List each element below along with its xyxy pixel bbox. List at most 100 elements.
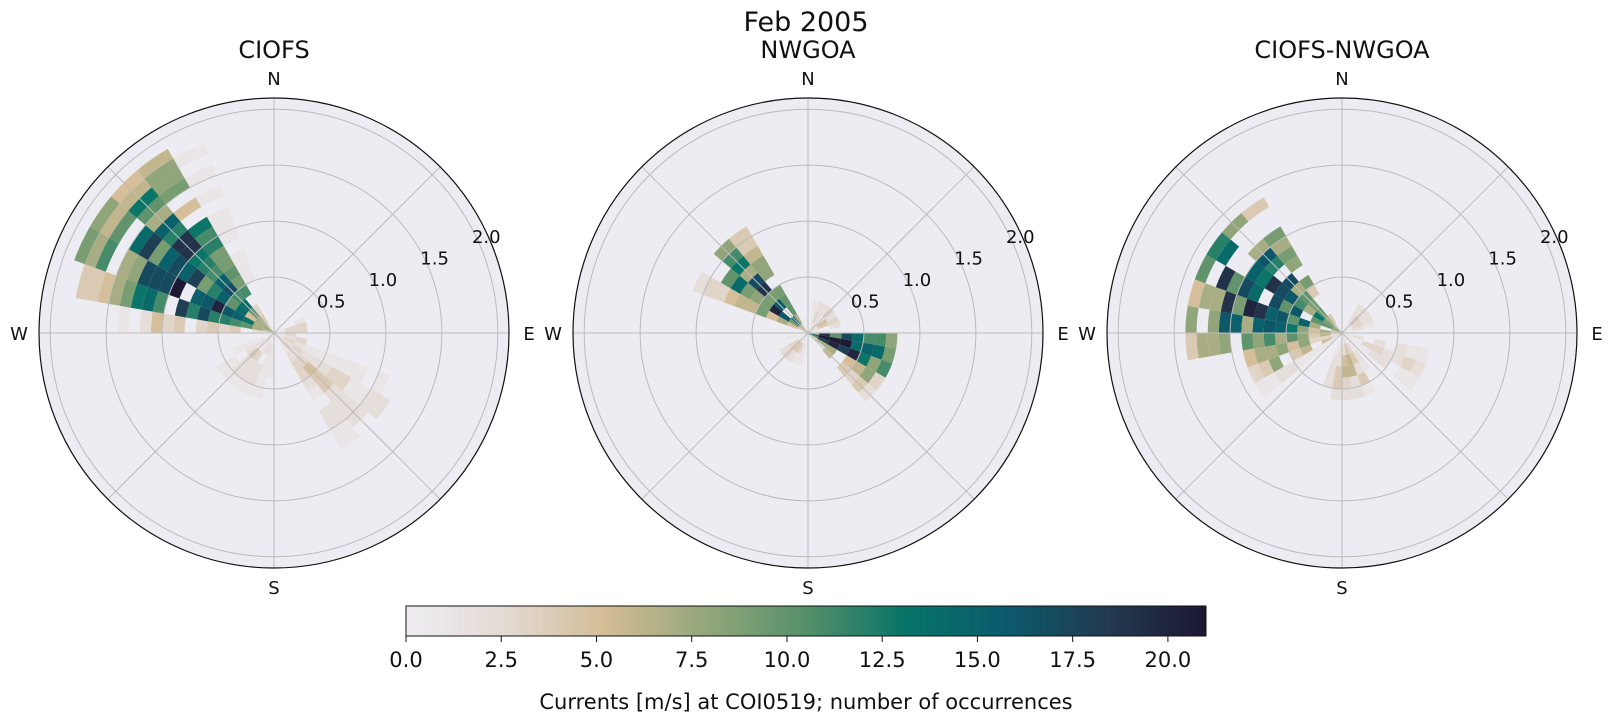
- histogram-cell: [839, 338, 853, 349]
- histogram-cell: [89, 196, 120, 233]
- histogram-cell: [1393, 366, 1410, 384]
- histogram-cell: [270, 344, 274, 356]
- histogram-cell: [1185, 305, 1199, 333]
- histogram-cell: [1342, 333, 1352, 341]
- histogram-cell: [811, 299, 820, 312]
- histogram-cell: [842, 355, 857, 369]
- histogram-cell: [240, 321, 253, 330]
- histogram-cell: [1342, 344, 1346, 356]
- histogram-cell: [252, 336, 265, 345]
- histogram-cell: [1415, 346, 1431, 364]
- histogram-cell: [230, 375, 247, 392]
- angular-gridline: [1341, 166, 1509, 334]
- histogram-cell: [209, 245, 230, 265]
- polar-axes-frame: [38, 97, 510, 569]
- colorbar-gradient: [405, 605, 1207, 637]
- histogram-cell: [177, 261, 197, 283]
- histogram-cell: [1274, 321, 1287, 333]
- histogram-cell: [1268, 355, 1284, 373]
- histogram-cell: [1342, 323, 1350, 333]
- histogram-cell: [1347, 341, 1357, 353]
- histogram-cell: [342, 377, 362, 398]
- histogram-cell: [216, 255, 235, 273]
- histogram-cell: [744, 299, 760, 314]
- histogram-cell: [75, 264, 96, 300]
- histogram-cell: [759, 297, 774, 311]
- histogram-cell: [266, 343, 273, 356]
- histogram-cell: [850, 340, 864, 353]
- histogram-cell: [195, 319, 208, 333]
- histogram-cell: [819, 333, 831, 337]
- histogram-cell: [1293, 297, 1308, 311]
- histogram-cell: [268, 355, 274, 367]
- histogram-cell: [778, 311, 791, 322]
- histogram-cell: [1342, 333, 1348, 344]
- histogram-cell: [194, 226, 219, 248]
- histogram-cell: [1274, 333, 1287, 345]
- histogram-cell: [776, 316, 789, 326]
- histogram-cell: [808, 333, 819, 339]
- histogram-cell: [1254, 268, 1274, 289]
- compass-label-n: N: [801, 69, 814, 90]
- histogram-cell: [158, 271, 178, 295]
- compass-label-w: W: [1078, 324, 1096, 345]
- histogram-cell: [1308, 321, 1321, 330]
- histogram-cell: [827, 316, 840, 326]
- histogram-cell: [786, 350, 797, 363]
- histogram-cell: [1349, 352, 1359, 365]
- histogram-cell: [245, 358, 258, 372]
- histogram-cell: [1297, 325, 1309, 333]
- histogram-cell: [206, 206, 232, 227]
- histogram-cell: [1264, 306, 1279, 322]
- polar-axes-frame: [1106, 97, 1578, 569]
- radial-tick-label: 0.5: [317, 291, 346, 312]
- histogram-cell: [184, 164, 217, 188]
- histogram-cell: [296, 327, 308, 333]
- histogram-cell: [139, 309, 153, 333]
- histogram-cell: [285, 333, 297, 337]
- histogram-cell: [1253, 302, 1269, 320]
- histogram-cell: [1342, 329, 1354, 333]
- histogram-cell: [1322, 318, 1334, 328]
- colorbar-ticks: 0.0 2.5 5.0 7.5 10.0 12.5 15.0 17.5 20.0: [389, 636, 1191, 672]
- histogram-cell: [263, 327, 274, 333]
- histogram-cell: [147, 265, 168, 291]
- histogram-cell: [244, 344, 257, 355]
- histogram-cell: [262, 342, 271, 355]
- histogram-cell: [173, 315, 186, 333]
- histogram-cell: [830, 333, 842, 339]
- histogram-cell: [1297, 317, 1311, 328]
- histogram-cell: [1303, 304, 1317, 317]
- histogram-cell: [1343, 343, 1350, 356]
- angular-gridline: [107, 166, 275, 334]
- histogram-cell: [1268, 293, 1284, 311]
- histogram-cell: [74, 226, 100, 265]
- histogram-cell: [185, 302, 201, 320]
- histogram-cell: [1334, 366, 1342, 378]
- colorbar-tick-label: 15.0: [954, 648, 1001, 672]
- rose-panel-0: 0.5 1.0 1.5 2.0 N E S W CIOFS: [10, 36, 535, 599]
- panel-title: CIOFS: [238, 36, 309, 64]
- histogram-cell: [167, 253, 189, 278]
- histogram-cell: [240, 381, 255, 397]
- panel-title: NWGOA: [760, 36, 856, 64]
- histogram-cell: [1394, 342, 1409, 356]
- histogram-cell: [329, 418, 354, 440]
- histogram-cell: [1289, 348, 1304, 361]
- histogram-cell: [1286, 340, 1300, 353]
- histogram-cell: [341, 359, 359, 378]
- histogram-cell: [779, 294, 792, 308]
- rose-panel-2: 0.5 1.0 1.5 2.0 N E S W CIOFS-NWGOA: [1078, 36, 1603, 599]
- histogram-cell: [262, 354, 271, 367]
- histogram-cell: [1209, 287, 1227, 312]
- histogram-cell: [1371, 344, 1385, 356]
- histogram-cell: [808, 325, 818, 333]
- histogram-cell: [268, 333, 274, 344]
- histogram-cell: [1293, 355, 1308, 369]
- histogram-cell: [307, 384, 325, 401]
- histogram-cell: [1236, 277, 1255, 299]
- histogram-cell: [1342, 355, 1348, 367]
- histogram-cell: [238, 284, 252, 299]
- histogram-cell: [1194, 254, 1217, 284]
- colorbar-tick-label: 17.5: [1049, 648, 1096, 672]
